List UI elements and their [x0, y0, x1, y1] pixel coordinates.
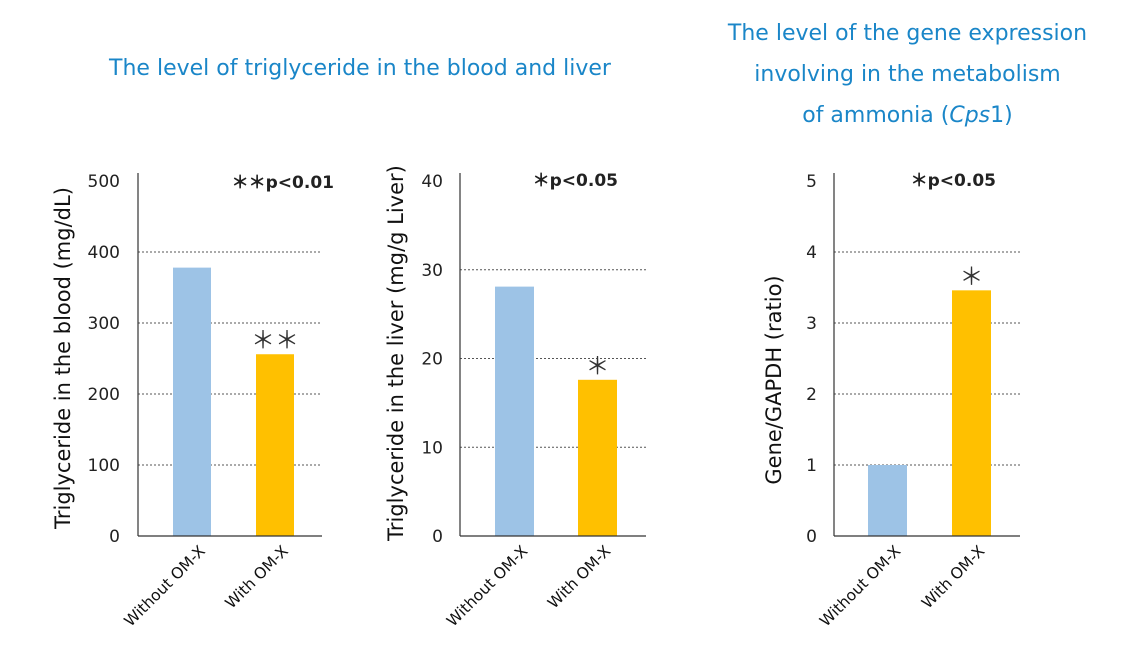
y-tick-label: 0	[109, 527, 120, 547]
heading-gene-line-1: The level of the gene expression	[727, 21, 1088, 46]
bar-with-om-x	[256, 354, 294, 536]
y-tick-label: 1	[806, 456, 817, 476]
bar-without-om-x	[495, 286, 534, 536]
category-label: Without OM-X	[816, 542, 904, 630]
category-label: Without OM-X	[121, 542, 209, 630]
y-tick-label: 0	[806, 527, 817, 547]
y-axis-label: Gene/GAPDH (ratio)	[762, 275, 786, 484]
y-tick-label: 3	[806, 314, 817, 334]
y-tick-label: 30	[421, 261, 443, 281]
y-tick-label: 500	[88, 172, 120, 192]
heading-gene-line-3: of ammonia (Cps1)	[690, 95, 1125, 136]
significance-mark: ＊＊	[251, 326, 299, 354]
heading-gene-line-3-post: 1)	[990, 103, 1013, 128]
y-tick-label: 10	[421, 438, 443, 458]
chart-1: 0 100 200 300 400 500 Without OM-X ＊＊ With OM-X T…	[51, 172, 334, 630]
y-tick-label: 20	[421, 350, 443, 370]
bar-without-om-x	[868, 465, 907, 536]
significance-mark: ＊	[586, 352, 610, 380]
y-tick-label: 0	[432, 527, 443, 547]
heading-gene-line-2: involving in the metabolism	[754, 62, 1061, 87]
heading-triglyceride: The level of triglyceride in the blood a…	[109, 56, 611, 81]
y-axis-label: Triglyceride in the blood (mg/dL)	[51, 187, 75, 530]
y-tick-label: 300	[88, 314, 120, 334]
bar-with-om-x	[952, 290, 991, 536]
heading-gene-line-3-pre: of ammonia (	[802, 103, 950, 128]
significance-note: ＊p<0.05	[911, 171, 996, 191]
heading-gene-italic: Cps	[949, 103, 991, 128]
heading-gene-expression: The level of the gene expression involvi…	[690, 13, 1125, 136]
y-tick-label: 4	[806, 243, 817, 263]
significance-note: ＊p<0.05	[533, 171, 618, 191]
chart-3: 0 1 2 3 4 5 Without OM-X ＊ With OM-X Gene/GAPDH (…	[762, 171, 1020, 630]
y-tick-label: 40	[421, 172, 443, 192]
category-label: With OM-X	[222, 542, 292, 612]
y-tick-label: 200	[88, 385, 120, 405]
y-tick-label: 100	[88, 456, 120, 476]
chart-2: 0 10 20 30 40 Without OM-X ＊ With OM-X Triglycer…	[384, 165, 646, 630]
bar-with-om-x	[578, 379, 617, 536]
significance-mark: ＊	[960, 262, 984, 290]
y-tick-label: 5	[806, 172, 817, 192]
category-label: Without OM-X	[443, 542, 531, 630]
y-tick-label: 2	[806, 385, 817, 405]
category-label: With OM-X	[544, 542, 614, 612]
y-axis-label: Triglyceride in the liver (mg/g Liver)	[384, 165, 408, 542]
category-label: With OM-X	[918, 542, 988, 612]
bar-without-om-x	[173, 267, 211, 536]
y-tick-label: 400	[88, 243, 120, 263]
significance-note: ＊＊p<0.01	[232, 173, 334, 193]
